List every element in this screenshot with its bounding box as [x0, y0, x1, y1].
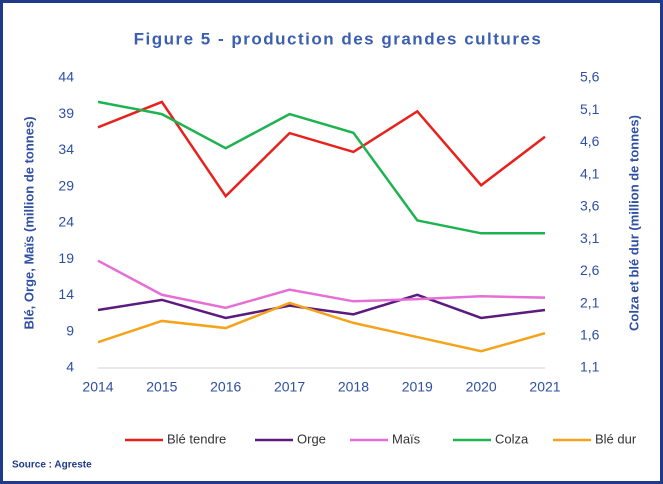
legend-label: Blé tendre [167, 431, 226, 446]
y-tick-label: 39 [58, 105, 74, 121]
series-line [97, 100, 546, 199]
legend-label: Maïs [392, 431, 421, 446]
series-line [97, 100, 545, 235]
y2-tick-label: 1,1 [580, 359, 600, 375]
y2-tick-label: 3,1 [580, 230, 600, 246]
y2-tick-label: 4,6 [580, 133, 600, 149]
x-tick-label: 2014 [82, 379, 113, 395]
series-line [97, 293, 546, 320]
y-tick-label: 44 [58, 69, 74, 85]
y-tick-label: 24 [58, 214, 74, 230]
legend-label: Orge [297, 431, 326, 446]
y2-tick-label: 5,6 [580, 69, 600, 85]
legend-label: Blé dur [595, 431, 637, 446]
y2-axis-label: Colza et blé dur (million de tonnes) [626, 115, 641, 331]
y-tick-label: 34 [58, 141, 74, 157]
chart-title: Figure 5 - production des grandes cultur… [134, 29, 543, 48]
x-tick-label: 2019 [402, 379, 433, 395]
y-tick-label: 14 [58, 286, 74, 302]
x-tick-label: 2016 [210, 379, 241, 395]
series-line [97, 259, 546, 310]
source: Source : Agreste [12, 460, 92, 471]
x-tick-label: 2015 [146, 379, 177, 395]
y-axis-label: Blé, Orge, Maïs (million de tonnes) [21, 116, 36, 329]
legend-label: Colza [495, 431, 529, 446]
y-tick-label: 29 [58, 177, 74, 193]
y2-tick-label: 3,6 [580, 198, 600, 214]
y2-tick-label: 2,6 [580, 262, 600, 278]
y2-tick-label: 4,1 [580, 165, 600, 181]
y2-tick-label: 2,1 [580, 294, 600, 310]
x-tick-label: 2020 [466, 379, 497, 395]
y2-tick-label: 5,1 [580, 101, 600, 117]
series-line [97, 301, 546, 353]
x-tick-label: 2018 [338, 379, 369, 395]
x-tick-label: 2021 [529, 379, 560, 395]
y-tick-label: 9 [66, 322, 74, 338]
x-tick-label: 2017 [274, 379, 305, 395]
y-tick-label: 19 [58, 250, 74, 266]
y2-tick-label: 1,6 [580, 326, 600, 342]
y-tick-label: 4 [66, 359, 74, 375]
